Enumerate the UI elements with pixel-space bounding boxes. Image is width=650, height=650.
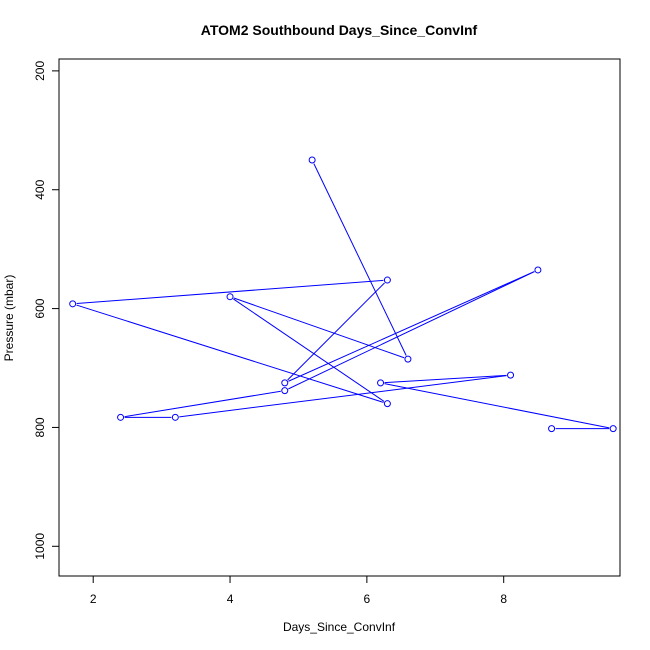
series-segment <box>288 271 535 390</box>
y-tick-label: 400 <box>33 179 47 199</box>
data-point <box>507 371 515 379</box>
data-point <box>226 293 234 301</box>
data-point <box>404 355 412 363</box>
data-point <box>548 425 556 433</box>
data-point <box>609 425 617 433</box>
y-tick-label: 200 <box>33 61 47 81</box>
data-point <box>308 156 316 164</box>
data-point <box>117 413 125 421</box>
series-segment <box>76 304 384 403</box>
data-point <box>171 413 179 421</box>
data-point <box>281 379 289 387</box>
series-segment <box>384 383 610 429</box>
y-axis-label: Pressure (mbar) <box>2 275 16 362</box>
data-point <box>383 400 391 408</box>
x-tick-label: 6 <box>364 592 371 606</box>
y-tick-label: 1000 <box>33 533 47 560</box>
series-segment <box>288 271 535 382</box>
series-layer <box>69 156 617 433</box>
series-segment <box>124 390 281 418</box>
plot-frame <box>58 58 621 577</box>
series-segment <box>287 282 385 381</box>
y-tick-label: 800 <box>33 417 47 437</box>
data-point <box>377 379 385 387</box>
series-segment <box>313 163 407 356</box>
y-axis: 200 400 600 800 1000 <box>33 61 60 560</box>
data-point <box>69 300 77 308</box>
series-segment <box>179 375 507 418</box>
series-segment <box>76 279 384 305</box>
x-tick-label: 2 <box>90 592 97 606</box>
data-point <box>534 266 542 274</box>
x-tick-label: 8 <box>500 592 507 606</box>
x-axis: 2 4 6 8 <box>90 575 507 606</box>
series-segment <box>384 374 507 384</box>
x-axis-label: Days_Since_ConvInf <box>283 620 396 634</box>
series-segment <box>233 297 405 359</box>
data-point <box>383 276 391 284</box>
chart-title: ATOM2 Southbound Days_Since_ConvInf <box>201 22 478 38</box>
series-segment <box>233 298 385 402</box>
y-tick-label: 600 <box>33 298 47 318</box>
x-tick-label: 4 <box>227 592 234 606</box>
data-point <box>281 387 289 395</box>
